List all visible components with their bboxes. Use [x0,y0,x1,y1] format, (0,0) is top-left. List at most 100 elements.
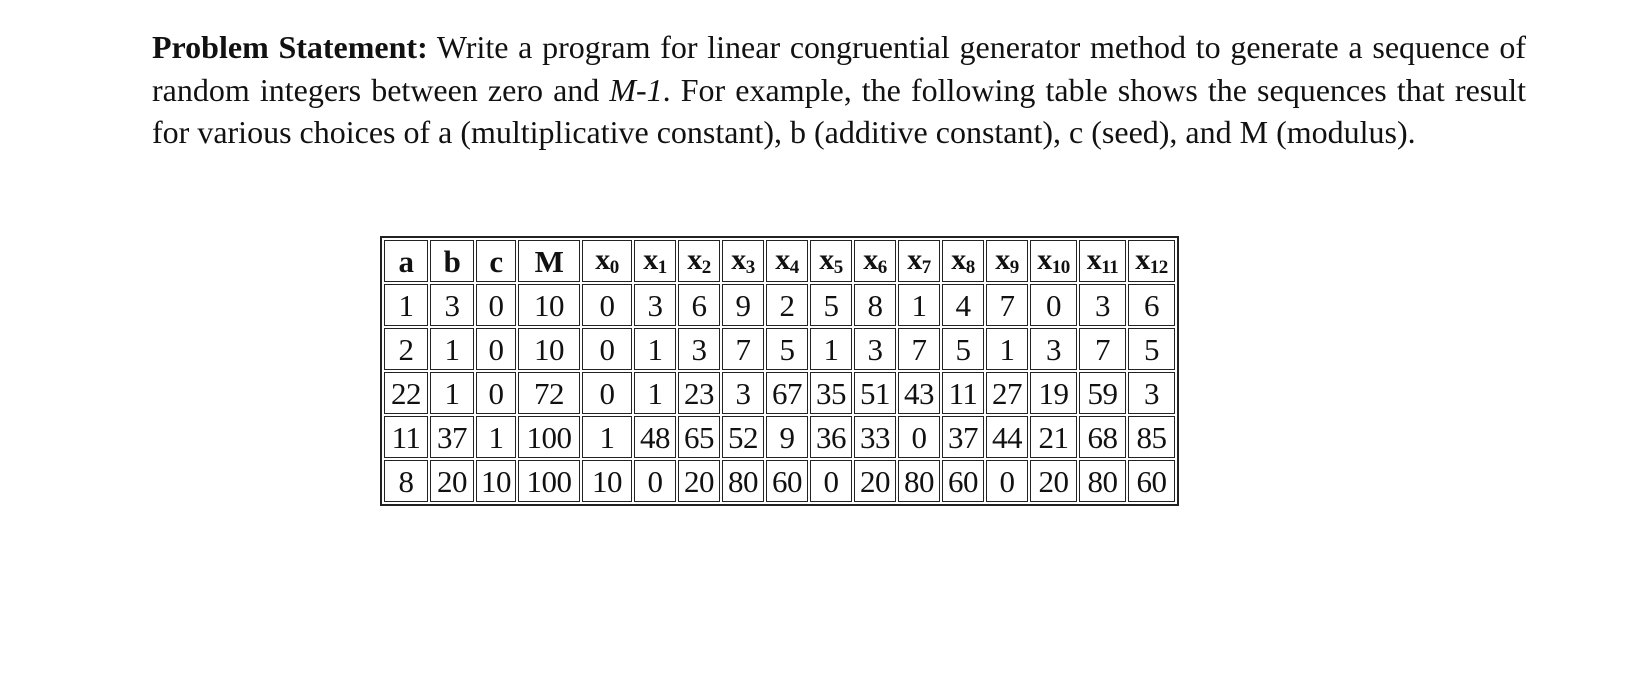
table-cell: 7 [722,328,764,370]
header-subscript: 4 [789,257,800,278]
table-cell: 10 [518,284,580,326]
table-cell: 23 [678,372,720,414]
header-label: x [775,243,790,276]
table-cell: 6 [678,284,720,326]
table-row: 11 37 1 100 1 48 65 52 9 36 33 0 37 44 21 68 85 [384,416,1175,458]
table-cell: 67 [766,372,808,414]
table-cell: 2 [766,284,808,326]
statement-lead: Problem Statement: [152,29,428,65]
header-label: x [1086,243,1102,276]
header-subscript: 2 [701,257,712,278]
column-header-x1: x1 [634,240,676,282]
header-subscript: 6 [877,257,888,278]
header-label: x [995,243,1010,276]
table-cell: 0 [634,460,676,502]
header-label: x [1037,243,1052,276]
table-cell: 3 [678,328,720,370]
table-cell: 37 [942,416,984,458]
table-cell: 10 [476,460,516,502]
table-cell: 5 [810,284,852,326]
table-cell: 8 [854,284,896,326]
table-cell: 35 [810,372,852,414]
header-label: x [907,243,922,276]
table-cell: 3 [854,328,896,370]
column-header-x11: x11 [1079,240,1126,282]
header-label: x [731,243,746,276]
table-row: 8 20 10 100 10 0 20 80 60 0 20 80 60 0 20 80 60 [384,460,1175,502]
header-subscript: 10 [1051,257,1071,278]
column-header-c: c [476,240,516,282]
table-cell: 20 [678,460,720,502]
table-cell: 80 [898,460,940,502]
table-cell: 3 [1030,328,1077,370]
header-label: x [1135,243,1150,276]
table-row: 2 1 0 10 0 1 3 7 5 1 3 7 5 1 3 7 5 [384,328,1175,370]
table-cell: 5 [766,328,808,370]
table-cell: 5 [1128,328,1175,370]
table-cell: 2 [384,328,428,370]
table-cell: 0 [582,372,632,414]
header-subscript: 7 [921,257,932,278]
table-row: 22 1 0 72 0 1 23 3 67 35 51 43 11 27 19 59 3 [384,372,1175,414]
problem-statement: Problem Statement: Write a program for l… [152,26,1526,154]
header-subscript: 0 [609,257,620,278]
column-header-x4: x4 [766,240,808,282]
table-cell: 27 [986,372,1028,414]
column-header-x0: x0 [582,240,632,282]
table-cell: 48 [634,416,676,458]
table-cell: 60 [766,460,808,502]
table-cell: 7 [986,284,1028,326]
table-cell: 0 [810,460,852,502]
table-cell: 52 [722,416,764,458]
column-header-x5: x5 [810,240,852,282]
table-cell: 1 [634,372,676,414]
column-header-x9: x9 [986,240,1028,282]
header-subscript: 9 [1009,257,1020,278]
table-cell: 0 [476,328,516,370]
table-cell: 4 [942,284,984,326]
table-cell: 85 [1128,416,1175,458]
header-label: a [398,243,415,279]
column-header-x8: x8 [942,240,984,282]
statement-modulus-expr: M-1 [609,71,663,108]
table-cell: 60 [942,460,984,502]
column-header-a: a [384,240,428,282]
table-cell: 36 [810,416,852,458]
table-cell: 0 [1030,284,1077,326]
table-cell: 9 [722,284,764,326]
column-header-x6: x6 [854,240,896,282]
table-cell: 21 [1030,416,1077,458]
table-cell: 1 [384,284,428,326]
table-cell: 9 [766,416,808,458]
table-cell: 7 [898,328,940,370]
table-cell: 44 [986,416,1028,458]
table-cell: 0 [476,372,516,414]
column-header-b: b [430,240,474,282]
header-label: x [595,243,610,276]
table-cell: 7 [1079,328,1126,370]
header-label: x [951,243,966,276]
table-cell: 33 [854,416,896,458]
table-body: 1 3 0 10 0 3 6 9 2 5 8 1 4 7 0 3 6 2 1 0 10 0 1 3 7 5 1 3 7 5 1 3 7 5 22 1 0… [384,284,1175,502]
header-label: c [489,243,503,279]
table-cell: 59 [1079,372,1126,414]
table-cell: 10 [518,328,580,370]
header-label: x [643,243,658,276]
table-cell: 20 [430,460,474,502]
table-cell: 37 [430,416,474,458]
table-cell: 3 [1128,372,1175,414]
table-cell: 3 [634,284,676,326]
table-cell: 0 [582,328,632,370]
table-cell: 0 [476,284,516,326]
table-cell: 100 [518,416,580,458]
table-cell: 3 [1079,284,1126,326]
header-label: x [687,243,702,276]
header-subscript: 8 [965,257,976,278]
statement-text-part2: . For example, the following table shows… [152,71,1527,151]
table-cell: 68 [1079,416,1126,458]
table-cell: 19 [1030,372,1077,414]
header-label: x [863,243,878,276]
table-cell: 3 [722,372,764,414]
